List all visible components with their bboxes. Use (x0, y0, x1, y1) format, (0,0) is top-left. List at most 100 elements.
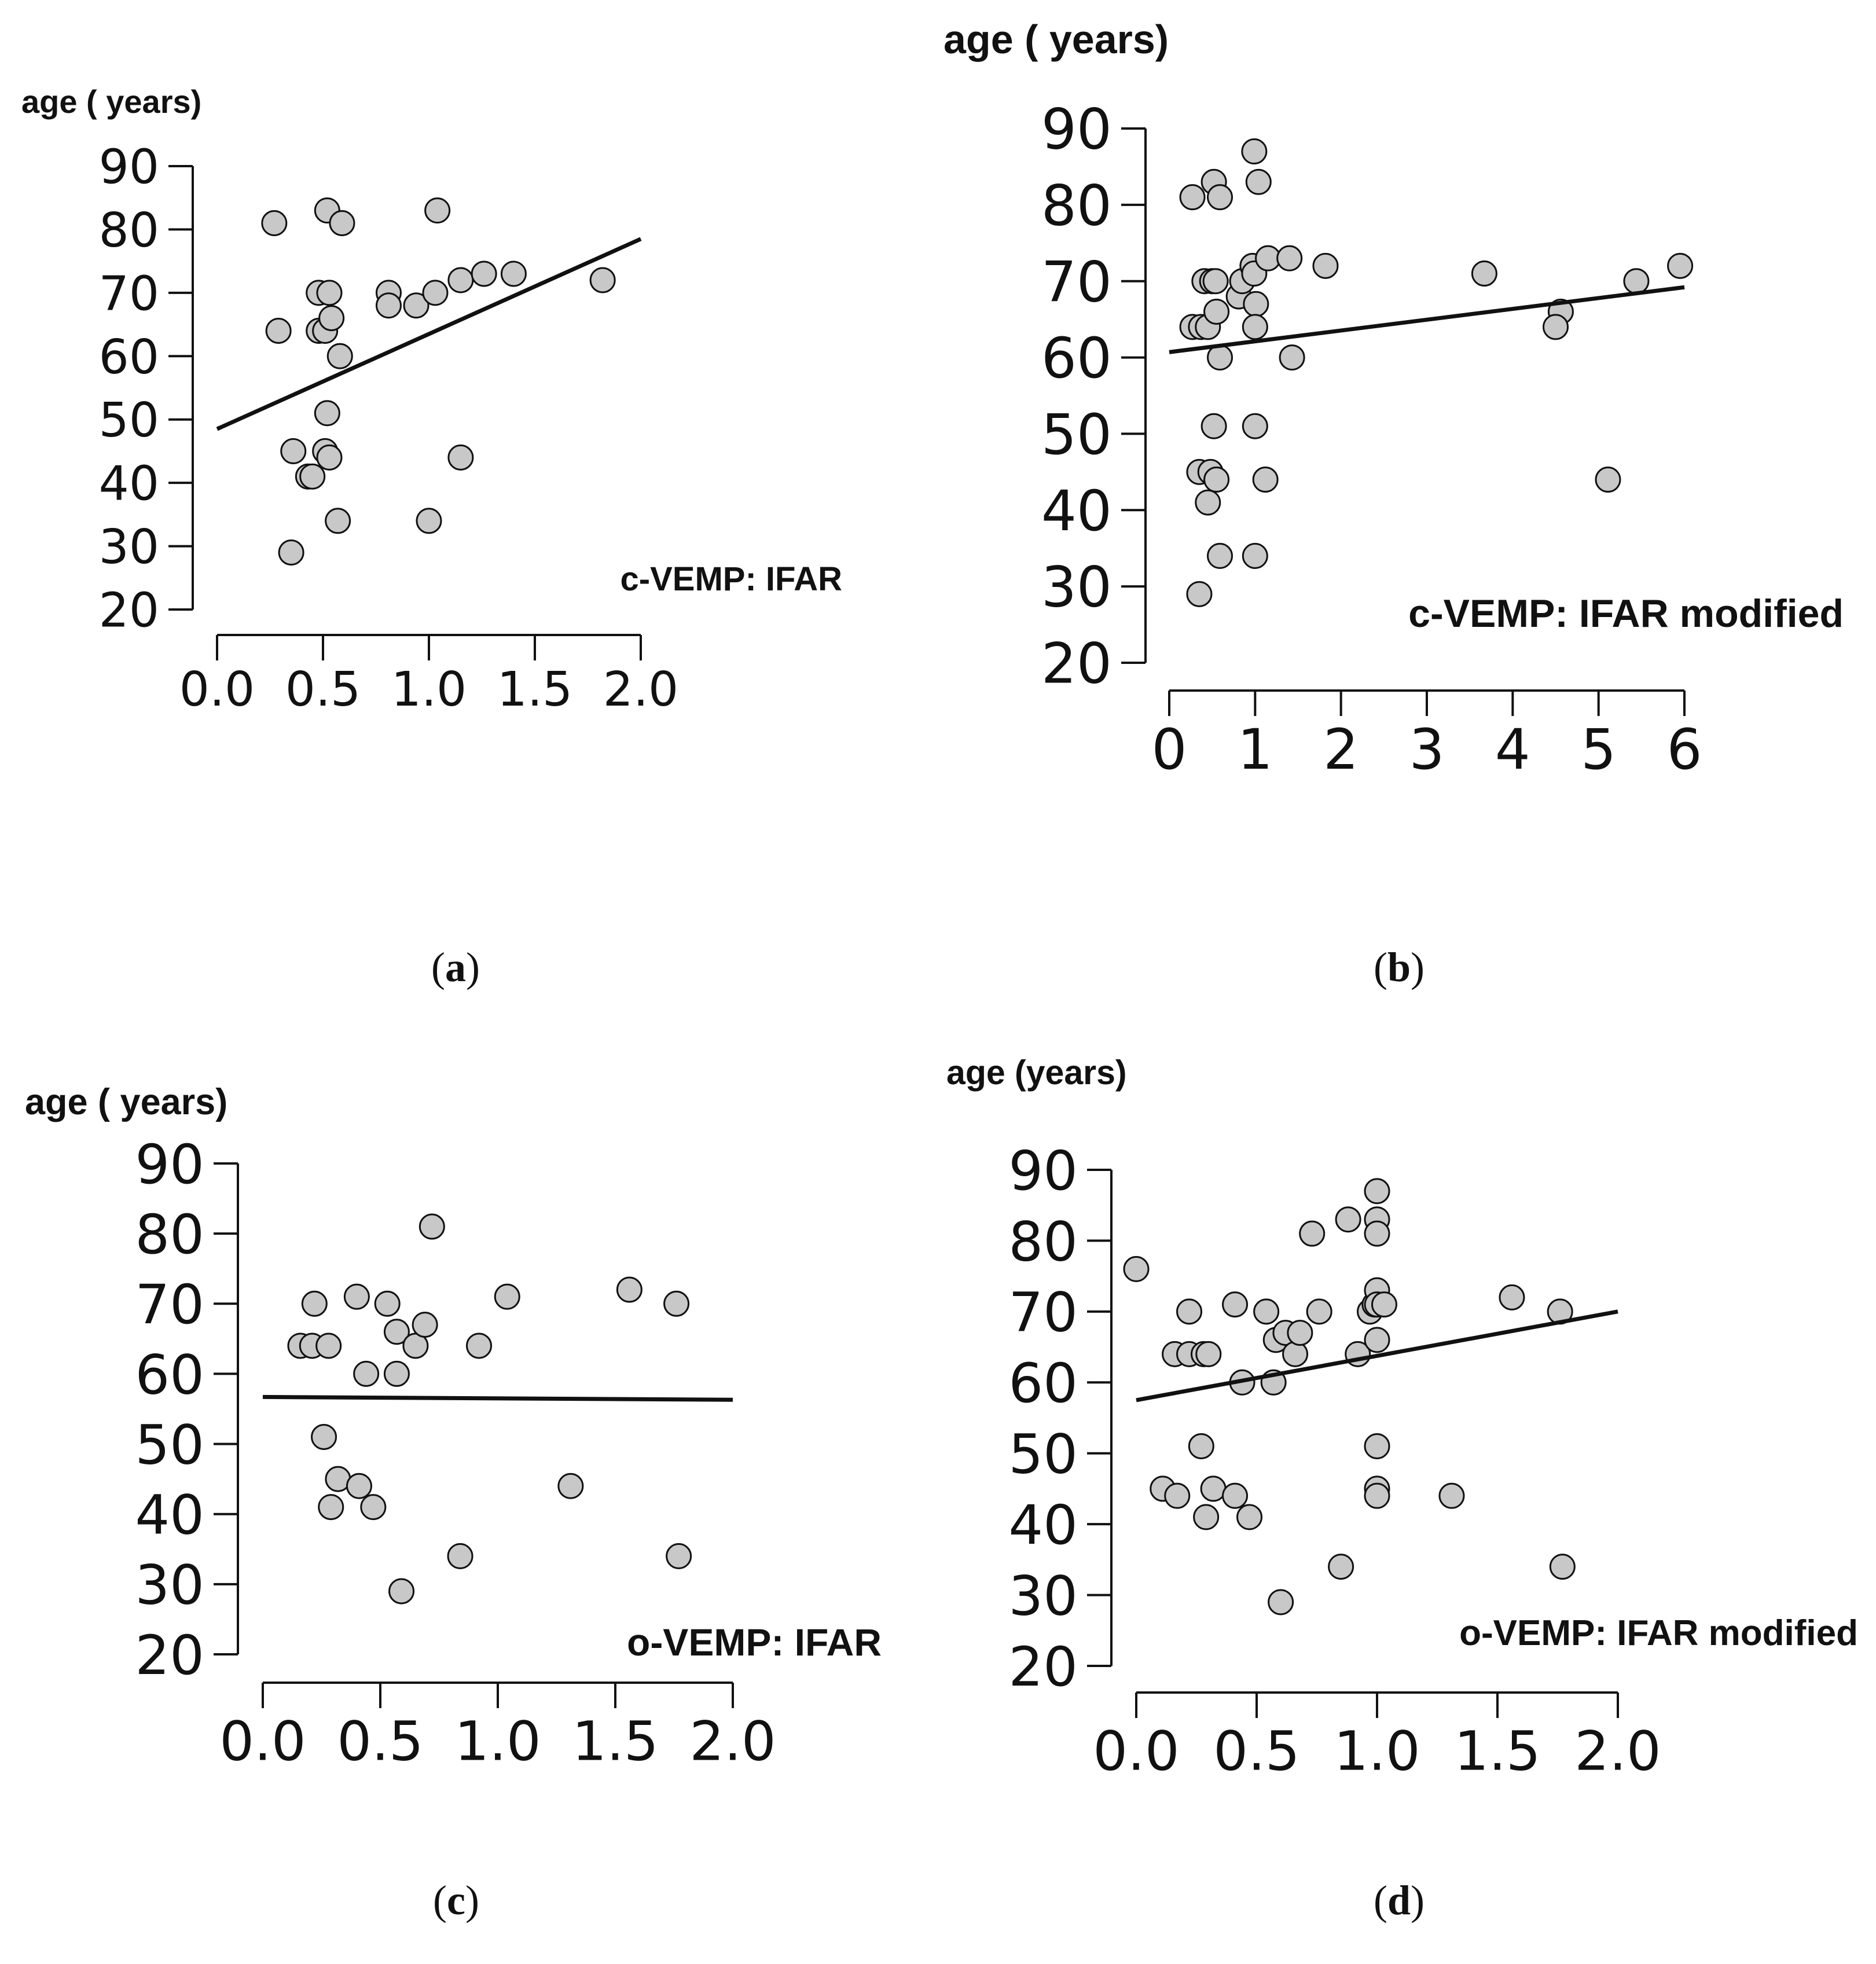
data-point-a-12 (280, 438, 307, 464)
y-tick-label-a-40: 40 (99, 457, 159, 512)
panel-label-open-paren-a: ( (431, 944, 445, 990)
data-point-a-14 (316, 444, 343, 471)
y-tick-label-c-40: 40 (135, 1484, 204, 1547)
data-point-b-33 (1312, 252, 1339, 279)
panel-d: age (years) 20 30 40 50 60 70 80 90 0.0 0.5 1.0 1.5 2… (946, 1053, 1858, 1923)
x-tick-label-d-1.5: 1.5 (1454, 1720, 1541, 1783)
x-tick-label-b-0: 0 (1151, 717, 1187, 782)
y-tick-label-d-80: 80 (1008, 1210, 1078, 1273)
data-point-a-24 (447, 267, 474, 293)
data-point-a-16 (299, 463, 326, 490)
data-point-d-31 (1364, 1220, 1390, 1247)
data-point-c-22 (557, 1473, 584, 1499)
data-point-d-25 (1335, 1206, 1361, 1233)
y-axis-label-a: age ( years) (21, 83, 201, 120)
panel-label-b: (b) (1374, 944, 1425, 990)
data-point-b-13 (1207, 344, 1233, 371)
data-point-b-14 (1201, 413, 1227, 439)
data-point-b-36 (1543, 314, 1569, 340)
y-axis-label-b: age ( years) (943, 17, 1169, 62)
x-tick-label-d-0.5: 0.5 (1213, 1720, 1300, 1783)
y-tick-label-d-60: 60 (1008, 1352, 1078, 1415)
y-tick-label-c-70: 70 (135, 1273, 204, 1337)
data-point-d-23 (1306, 1298, 1332, 1325)
panel-label-letter-d: d (1387, 1877, 1411, 1923)
y-tick-label-b-70: 70 (1041, 249, 1112, 314)
data-point-b-29 (1242, 542, 1268, 569)
annotation-a: c-VEMP: IFAR (621, 560, 843, 598)
data-point-a-9 (318, 305, 345, 332)
x-tick-label-c-0.5: 0.5 (337, 1710, 424, 1773)
panel-label-d: (d) (1374, 1877, 1425, 1923)
data-point-a-20 (375, 292, 402, 319)
data-point-b-37 (1595, 467, 1621, 493)
data-point-d-5 (1176, 1298, 1203, 1325)
y-tick-label-a-90: 90 (99, 140, 159, 195)
data-point-d-29 (1364, 1178, 1390, 1205)
data-point-b-32 (1279, 344, 1305, 371)
data-point-d-13 (1222, 1482, 1249, 1509)
y-tick-label-d-90: 90 (1008, 1140, 1078, 1203)
data-point-a-21 (403, 292, 429, 319)
y-tick-label-c-50: 50 (135, 1414, 204, 1477)
data-point-c-24 (663, 1290, 690, 1317)
panel-label-close-paren-d: ) (1411, 1877, 1425, 1923)
y-tick-label-d-70: 70 (1008, 1282, 1078, 1345)
x-tick-label-a-1.5: 1.5 (497, 662, 572, 717)
y-tick-label-b-80: 80 (1041, 173, 1112, 238)
data-point-b-27 (1242, 413, 1268, 439)
data-point-c-21 (494, 1283, 520, 1310)
data-point-a-3 (329, 210, 355, 236)
y-tick-label-b-40: 40 (1041, 479, 1112, 544)
data-point-c-20 (466, 1332, 493, 1359)
data-point-a-29 (589, 267, 616, 293)
y-axis-label-c: age ( years) (25, 1082, 227, 1122)
data-point-d-12 (1222, 1291, 1249, 1318)
data-point-b-25 (1243, 291, 1269, 317)
data-point-c-6 (374, 1290, 401, 1317)
y-tick-label-a-70: 70 (99, 266, 159, 321)
x-tick-label-c-0.0: 0.0 (219, 1710, 306, 1773)
panel-label-close-paren-a: ) (466, 944, 480, 990)
x-tick-label-b-6: 6 (1666, 717, 1702, 782)
data-point-a-11 (314, 400, 340, 427)
data-point-a-10 (326, 343, 353, 369)
data-point-a-28 (416, 508, 442, 534)
data-point-b-38 (1623, 268, 1650, 295)
regression-line-a (216, 237, 642, 431)
data-point-c-15 (346, 1473, 372, 1499)
y-tick-label-c-90: 90 (135, 1133, 204, 1196)
x-tick-label-a-0.0: 0.0 (179, 662, 255, 717)
data-point-a-27 (447, 444, 474, 471)
data-point-b-1 (1179, 184, 1206, 211)
data-point-a-1 (261, 210, 288, 236)
data-point-b-19 (1207, 542, 1233, 569)
data-point-a-6 (316, 280, 343, 306)
data-point-d-10 (1200, 1475, 1227, 1502)
x-tick-label-d-2.0: 2.0 (1574, 1720, 1661, 1783)
y-tick-label-a-30: 30 (99, 520, 159, 575)
data-point-b-39 (1667, 252, 1694, 279)
data-point-c-17 (318, 1494, 344, 1521)
y-tick-label-c-30: 30 (135, 1554, 204, 1617)
y-tick-label-a-60: 60 (99, 330, 159, 385)
data-point-d-21 (1287, 1320, 1313, 1346)
x-tick-label-b-4: 4 (1495, 717, 1530, 782)
data-point-c-19 (447, 1543, 473, 1569)
data-point-d-8 (1195, 1341, 1222, 1367)
panel-a: age ( years) 20 30 40 50 60 70 80 90 0.0 0.5 1.0 1.5… (21, 83, 842, 990)
data-point-b-18 (1195, 489, 1221, 516)
data-point-d-20 (1282, 1341, 1309, 1367)
y-tick-label-b-20: 20 (1041, 632, 1112, 696)
data-point-c-5 (343, 1283, 370, 1310)
data-point-c-10 (418, 1213, 445, 1240)
x-tick-label-d-1.0: 1.0 (1334, 1720, 1420, 1783)
panel-label-letter-c: c (447, 1877, 465, 1923)
data-point-a-23 (424, 197, 451, 224)
data-point-c-23 (616, 1276, 643, 1303)
data-point-d-9 (1188, 1433, 1214, 1459)
data-point-c-3 (315, 1332, 342, 1359)
y-tick-label-d-40: 40 (1008, 1494, 1078, 1557)
